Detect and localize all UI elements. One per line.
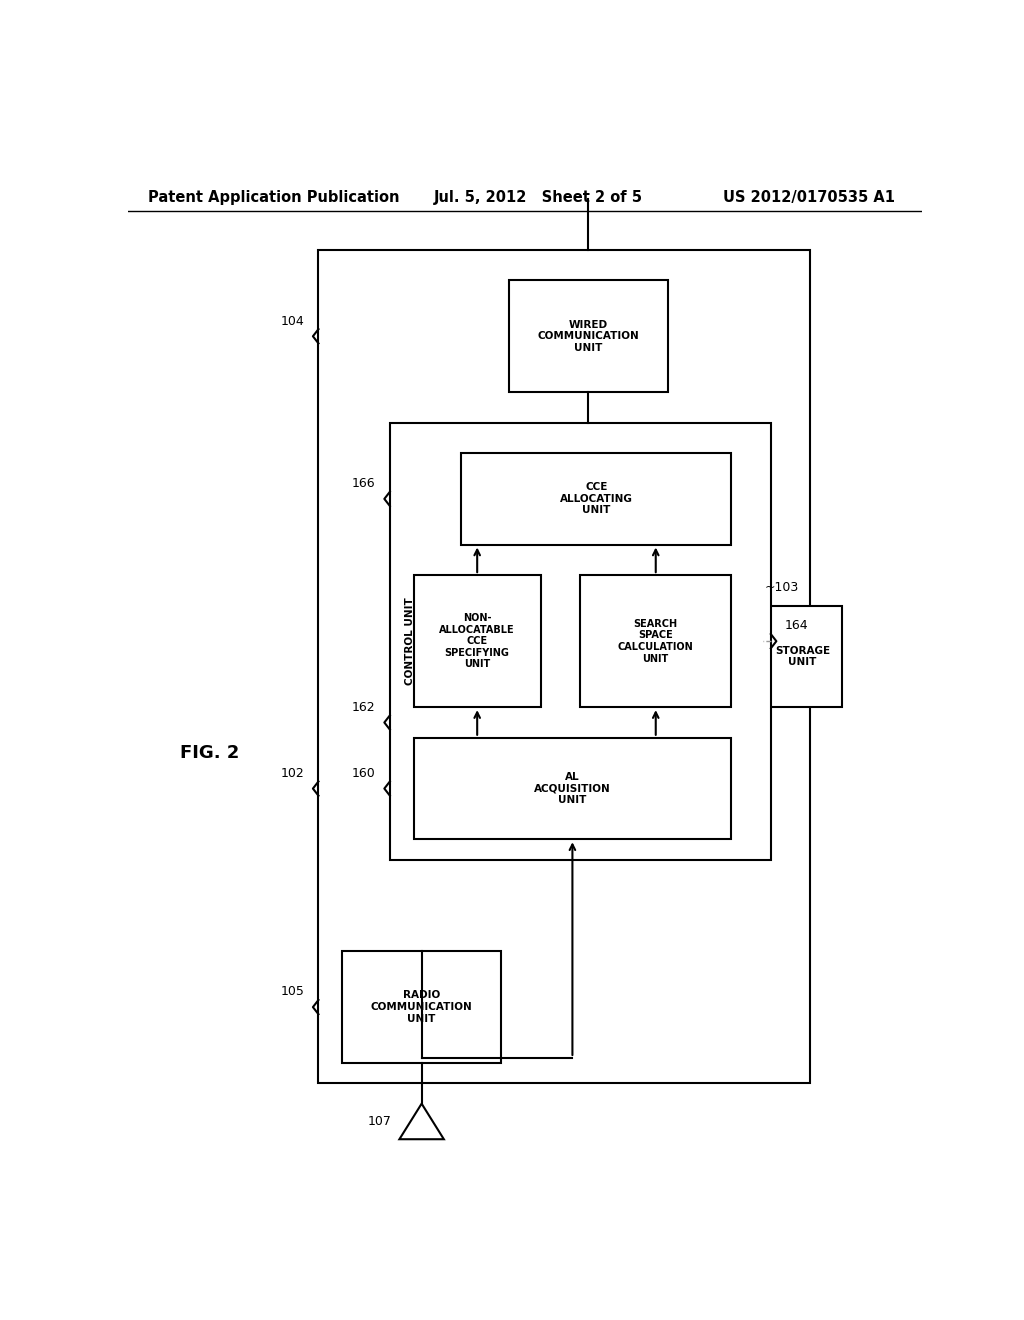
Text: CCE
ALLOCATING
UNIT: CCE ALLOCATING UNIT: [560, 482, 633, 516]
Text: 105: 105: [281, 985, 304, 998]
Text: RADIO
COMMUNICATION
UNIT: RADIO COMMUNICATION UNIT: [371, 990, 472, 1024]
Text: 166: 166: [352, 477, 376, 490]
Text: US 2012/0170535 A1: US 2012/0170535 A1: [723, 190, 895, 205]
Text: WIRED
COMMUNICATION
UNIT: WIRED COMMUNICATION UNIT: [538, 319, 639, 352]
Text: CONTROL UNIT: CONTROL UNIT: [404, 598, 415, 685]
FancyBboxPatch shape: [763, 606, 842, 708]
FancyBboxPatch shape: [342, 952, 501, 1063]
Text: STORAGE
UNIT: STORAGE UNIT: [775, 645, 830, 667]
Text: 107: 107: [368, 1115, 391, 1127]
Text: Patent Application Publication: Patent Application Publication: [147, 190, 399, 205]
Text: SEARCH
SPACE
CALCULATION
UNIT: SEARCH SPACE CALCULATION UNIT: [617, 619, 693, 664]
Text: FIG. 2: FIG. 2: [179, 744, 239, 762]
Text: 102: 102: [281, 767, 304, 780]
FancyBboxPatch shape: [461, 453, 731, 545]
Text: 104: 104: [281, 314, 304, 327]
Text: AL
ACQUISITION
UNIT: AL ACQUISITION UNIT: [535, 772, 610, 805]
Text: ~103: ~103: [765, 581, 799, 594]
FancyBboxPatch shape: [509, 280, 668, 392]
Text: NON-
ALLOCATABLE
CCE
SPECIFYING
UNIT: NON- ALLOCATABLE CCE SPECIFYING UNIT: [439, 612, 515, 669]
Text: 164: 164: [785, 619, 809, 632]
FancyBboxPatch shape: [318, 249, 811, 1084]
Text: 160: 160: [352, 767, 376, 780]
Text: Jul. 5, 2012   Sheet 2 of 5: Jul. 5, 2012 Sheet 2 of 5: [433, 190, 642, 205]
FancyBboxPatch shape: [581, 576, 731, 708]
Text: 162: 162: [352, 701, 376, 714]
FancyBboxPatch shape: [390, 422, 771, 859]
FancyBboxPatch shape: [414, 576, 541, 708]
FancyBboxPatch shape: [414, 738, 731, 840]
